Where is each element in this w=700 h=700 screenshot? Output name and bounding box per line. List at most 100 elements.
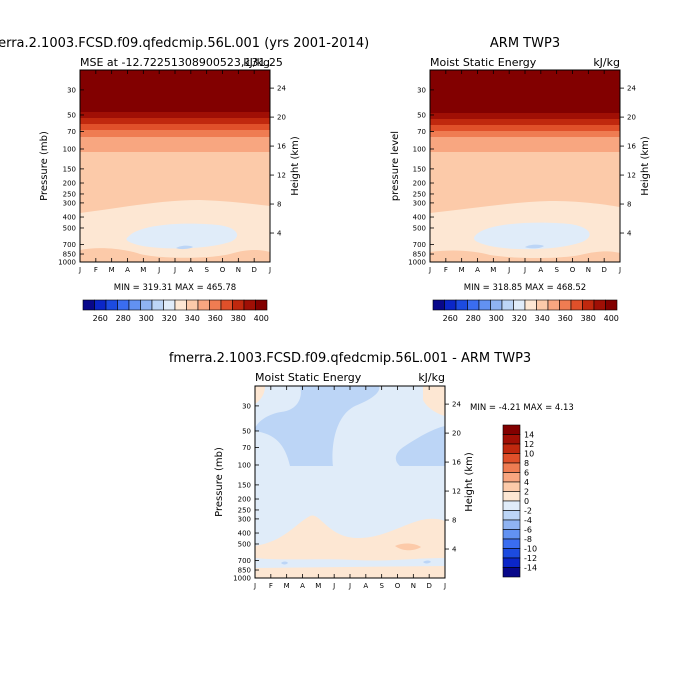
y-right-tick-label: 24 bbox=[277, 85, 286, 93]
x-tick-label: J bbox=[428, 266, 431, 274]
obs-contour-band bbox=[525, 244, 544, 249]
x-tick-label: A bbox=[125, 266, 130, 274]
x-tick-label: J bbox=[157, 266, 160, 274]
model-contour-band bbox=[80, 118, 270, 124]
diff-contour-band bbox=[395, 426, 445, 466]
model-subtitle-right: kJ/kg bbox=[243, 56, 270, 69]
colorbar-box bbox=[502, 519, 521, 530]
colorbar-label: 8 bbox=[524, 459, 529, 468]
x-tick-label: J bbox=[268, 266, 271, 274]
diff-subtitle-left: Moist Static Energy bbox=[255, 371, 362, 384]
x-tick-label: J bbox=[332, 582, 335, 590]
obs-ylabel: pressure level bbox=[390, 131, 401, 201]
y-tick-label: 200 bbox=[413, 180, 426, 188]
y-right-tick-label: 8 bbox=[452, 517, 456, 525]
y-tick-label: 70 bbox=[242, 444, 251, 452]
y-tick-label: 400 bbox=[238, 530, 251, 538]
model-ylabel: Pressure (mb) bbox=[39, 131, 50, 201]
colorbar-box bbox=[502, 443, 521, 454]
x-tick-label: J bbox=[507, 266, 510, 274]
colorbar-box bbox=[82, 299, 95, 311]
y-right-tick-label: 20 bbox=[627, 114, 636, 122]
obs-ylabel-right: Height (km) bbox=[640, 136, 651, 196]
colorbar-box bbox=[582, 299, 595, 311]
x-tick-label: J bbox=[253, 582, 256, 590]
colorbar-label: -4 bbox=[524, 516, 532, 525]
colorbar-box bbox=[502, 548, 521, 559]
diff-title: fmerra.2.1003.FCSD.f09.qfedcmip.56L.001 … bbox=[169, 351, 531, 366]
diff-ylabel: Pressure (mb) bbox=[214, 447, 225, 517]
colorbar-box bbox=[455, 299, 468, 311]
obs-contour-band bbox=[430, 113, 620, 119]
model-stats: MIN = 319.31 MAX = 465.78 bbox=[114, 283, 236, 293]
colorbar-box bbox=[502, 567, 521, 578]
colorbar-label: 360 bbox=[208, 314, 223, 323]
x-tick-label: F bbox=[444, 266, 448, 274]
obs-contour-band bbox=[430, 137, 620, 152]
colorbar-label: -8 bbox=[524, 535, 532, 544]
colorbar-label: 260 bbox=[443, 314, 458, 323]
colorbar-box bbox=[605, 299, 618, 311]
colorbar-box bbox=[502, 453, 521, 464]
y-tick-label: 30 bbox=[67, 86, 76, 94]
colorbar-box bbox=[502, 557, 521, 568]
y-tick-label: 50 bbox=[67, 111, 76, 119]
colorbar-label: -12 bbox=[524, 554, 537, 563]
y-tick-label: 500 bbox=[413, 224, 426, 232]
y-right-tick-label: 12 bbox=[452, 488, 461, 496]
model-contour-band bbox=[80, 137, 270, 152]
colorbar-box bbox=[467, 299, 480, 311]
colorbar-box bbox=[570, 299, 583, 311]
colorbar-box bbox=[524, 299, 537, 311]
y-tick-label: 850 bbox=[413, 251, 426, 259]
model-ylabel-right: Height (km) bbox=[290, 136, 301, 196]
x-tick-label: J bbox=[443, 582, 446, 590]
x-tick-label: D bbox=[601, 266, 606, 274]
y-tick-label: 30 bbox=[242, 402, 251, 410]
colorbar-box bbox=[444, 299, 457, 311]
obs-colorbar: 260 280 300 320 340 360 380 400 bbox=[432, 299, 619, 323]
colorbar-label: 320 bbox=[162, 314, 177, 323]
colorbar-label: 0 bbox=[524, 497, 529, 506]
diff-contour-band bbox=[255, 386, 380, 466]
obs-contour-band bbox=[430, 131, 620, 137]
colorbar-label: 10 bbox=[524, 450, 534, 459]
y-tick-label: 70 bbox=[67, 128, 76, 136]
y-tick-label: 500 bbox=[63, 224, 76, 232]
y-tick-label: 250 bbox=[413, 190, 426, 198]
colorbar-label: 360 bbox=[558, 314, 573, 323]
colorbar-box bbox=[163, 299, 176, 311]
panel-obs: ARM TWP3 Moist Static Energy kJ/kg J F M A M… bbox=[390, 36, 651, 323]
x-tick-label: A bbox=[300, 582, 305, 590]
colorbar-label: -6 bbox=[524, 526, 532, 535]
diff-contour-band bbox=[423, 386, 445, 416]
colorbar-label: 260 bbox=[93, 314, 108, 323]
colorbar-box bbox=[490, 299, 503, 311]
x-tick-label: J bbox=[78, 266, 81, 274]
colorbar-box bbox=[502, 510, 521, 521]
diff-ylabel-right: Height (km) bbox=[464, 452, 475, 512]
y-tick-label: 400 bbox=[413, 214, 426, 222]
x-tick-label: M bbox=[140, 266, 146, 274]
y-tick-label: 850 bbox=[238, 567, 251, 575]
y-tick-label: 200 bbox=[63, 180, 76, 188]
model-contour-band bbox=[80, 124, 270, 130]
colorbar-box bbox=[502, 500, 521, 511]
colorbar-box bbox=[559, 299, 572, 311]
colorbar-label: 340 bbox=[535, 314, 550, 323]
x-tick-label: D bbox=[426, 582, 431, 590]
y-tick-label: 700 bbox=[238, 557, 251, 565]
colorbar-label: 2 bbox=[524, 488, 529, 497]
y-right-tick-label: 20 bbox=[277, 114, 286, 122]
colorbar-box bbox=[502, 538, 521, 549]
colorbar-label: 320 bbox=[512, 314, 527, 323]
x-tick-label: M bbox=[490, 266, 496, 274]
colorbar-box bbox=[220, 299, 233, 311]
colorbar-label: 14 bbox=[524, 431, 534, 440]
